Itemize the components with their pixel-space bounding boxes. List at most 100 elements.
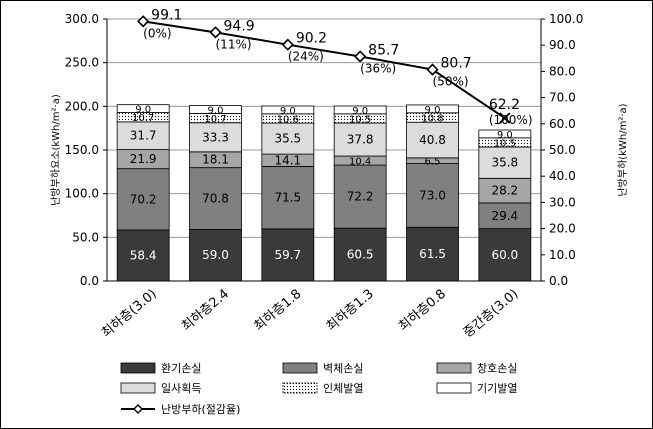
bar-segment [189,105,242,114]
line-value-label: 94.9 [224,18,255,34]
bar-value-label: 40.8 [419,133,446,147]
bar-value-label: 37.8 [347,133,374,147]
bar-stack: 60.0 29.4 28.2 35.8 10.59.0 [478,129,532,282]
left-tick-label: 300.0 [65,12,99,26]
line-value-label: 99.1 [151,7,182,23]
bar-segment [116,229,170,282]
x-marker-stroke [499,112,511,124]
legend-label: 환기손실 [161,362,201,375]
bar-value-label: 59.0 [202,248,229,262]
bar-segment [406,121,459,159]
bar-stack: 58.4 70.2 21.9 31.7 10.79.0 [116,104,170,282]
right-tick-label: 10.0 [549,248,576,262]
line-point-diamond-marker [209,26,222,39]
bar-value-label: 70.8 [202,192,229,206]
left-tick-label: 50.0 [72,230,99,244]
bar-segment [406,163,459,228]
right-tick-label: 90.0 [549,38,576,52]
bar-segment [406,104,459,114]
right-tick-label: 80.0 [549,64,576,78]
legend-item: 벽체손실 [282,362,363,375]
bar-value-label: 29.4 [491,209,518,223]
legend-item: 인체발열 [282,382,363,395]
bar-value-label: 9.0 [280,106,296,117]
bar-segment [261,166,315,230]
heating-load-line-path [143,20,506,119]
legend-item: 환기손실 [120,362,201,375]
line-value-label: 90.2 [296,31,327,47]
bar-segment [116,168,170,231]
bar-value-label: 9.0 [208,105,224,116]
category-label: 중간층(3.0) [461,287,522,341]
savings-rate-label: (11%) [216,37,252,51]
line-point-diamond-marker [354,50,367,63]
legend-item-line: 난방부하(절감율) [121,402,240,416]
line-point-diamond-marker [426,63,439,76]
legend-item: 창호손실 [436,362,517,375]
bar-segment [478,146,532,179]
savings-rate-label: (36%) [360,61,396,75]
left-tick-label: 250.0 [65,56,99,70]
legend-label: 일사획득 [161,381,201,395]
category-label: 최하층1.3 [324,287,377,335]
right-tick-label: 30.0 [549,195,576,209]
legend-label: 기기발열 [477,382,517,395]
right-tick-label: 60.0 [549,117,576,131]
right-tick-label: 100.0 [549,12,583,26]
bar-value-label: 10.5 [494,138,516,149]
line-point-diamond-marker [281,38,294,51]
bar-stack: 60.5 72.2 10.4 37.8 10.59.0 [333,105,387,282]
bar-segment [189,122,242,153]
legend-swatch [436,362,472,374]
bar-value-label: 9.0 [497,130,513,141]
bar-value-label: 35.8 [491,156,518,170]
right-tick-label: 20.0 [549,222,576,236]
bar-value-label: 73.0 [419,188,446,202]
bar-value-label: 10.7 [132,113,154,124]
left-tick-label: 100.0 [65,187,99,201]
bar-value-label: 35.5 [274,132,301,146]
bar-segment [478,228,532,282]
right-y-axis: 0.0 10.0 20.0 30.0 40.0 50.0 60.0 70.0 80.0 90.0 1… [540,12,629,288]
bar-value-label: 59.7 [274,248,301,262]
bar-segment [333,164,387,229]
bar-segment [406,226,459,282]
right-tick-label: 70.0 [549,91,576,105]
bar-stack: 59.0 70.8 18.1 33.3 10.79.0 [189,105,242,282]
bar-value-label: 21.9 [130,152,157,166]
legend-label: 창호손실 [477,362,517,375]
savings-rate-label: (100%) [489,113,533,127]
bar-segment [189,229,242,282]
bar-value-label: 10.6 [277,114,299,125]
legend-diamond-marker [133,404,143,414]
bar-value-label: 28.2 [491,184,518,198]
bar-value-label: 6.5 [425,157,441,168]
legend-swatch [282,362,318,374]
left-tick-label: 150.0 [65,143,99,157]
bar-segment [333,105,387,115]
bar-value-label: 58.4 [130,248,157,262]
bar-value-label: 71.5 [274,191,301,205]
legend-label: 인체발열 [323,382,363,395]
gridlines [107,18,541,238]
line-value-label: 80.7 [441,56,472,72]
bar-value-label: 70.2 [130,192,157,206]
left-tick-label: 0.0 [80,274,99,288]
category-label: 최하층2.4 [179,287,232,335]
left-tick-label: 200.0 [65,99,99,113]
bar-value-label: 72.2 [347,190,374,204]
category-label: 최하층0.8 [396,287,449,335]
legend-swatch [436,382,472,394]
bar-segment [478,202,532,229]
legend-item: 기기발열 [436,382,517,395]
savings-rate-label: (50%) [433,75,469,89]
line-point-diamond-marker [137,15,150,28]
bar-stack: 61.5 73.0 6.5 40.8 10.89.0 [406,104,459,282]
bar-value-label: 14.1 [274,153,301,167]
bar-value-label: 18.1 [202,153,229,167]
legend-label: 벽체손실 [323,362,363,375]
bar-value-label: 60.0 [491,248,518,262]
